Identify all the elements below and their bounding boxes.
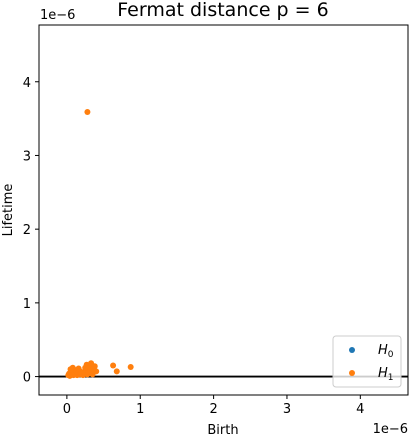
scatter-points <box>65 108 134 379</box>
point-h1 <box>113 368 120 375</box>
point-h1 <box>75 365 82 372</box>
y-tick-label: 3 <box>23 149 31 164</box>
plot-area <box>39 25 408 395</box>
point-h1 <box>82 364 89 371</box>
x-axis-label: Birth <box>207 423 238 434</box>
legend-label-h0-sub: 0 <box>388 350 394 360</box>
y-axis-ticks: 0 1 2 3 4 <box>23 76 39 386</box>
x-tick-label: 3 <box>283 402 291 417</box>
y-tick-label: 0 <box>23 371 31 386</box>
legend-marker-h1 <box>349 370 355 376</box>
plot-frame <box>38 24 409 396</box>
point-h1 <box>89 371 96 378</box>
y-axis-label: Lifetime <box>1 184 16 237</box>
y-tick-label: 1 <box>23 297 31 312</box>
chart-title: Fermat distance p = 6 <box>117 0 328 21</box>
x-tick-label: 4 <box>356 402 364 417</box>
legend-label-h0-main: H <box>378 343 388 358</box>
point-h1 <box>79 370 86 377</box>
legend-label-h0: H0 <box>378 343 394 360</box>
y-offset-label: 1e−6 <box>40 8 75 23</box>
y-tick-label: 2 <box>23 223 31 238</box>
x-tick-label: 0 <box>63 402 71 417</box>
legend: H0 H1 <box>332 335 402 388</box>
point-h1 <box>91 363 98 370</box>
x-offset-label: 1e−6 <box>373 422 408 434</box>
x-axis-ticks: 0 1 2 3 4 <box>63 395 364 417</box>
y-tick-label: 4 <box>23 76 31 91</box>
point-h1 <box>127 363 134 370</box>
point-h1 <box>84 108 91 115</box>
point-h1 <box>110 362 117 369</box>
legend-label-h1: H1 <box>378 366 394 383</box>
legend-label-h1-main: H <box>378 366 388 381</box>
x-tick-label: 2 <box>209 402 217 417</box>
legend-marker-h0 <box>349 347 355 353</box>
legend-label-h1-sub: 1 <box>388 373 394 383</box>
point-h1 <box>67 366 74 373</box>
x-tick-label: 1 <box>136 402 144 417</box>
